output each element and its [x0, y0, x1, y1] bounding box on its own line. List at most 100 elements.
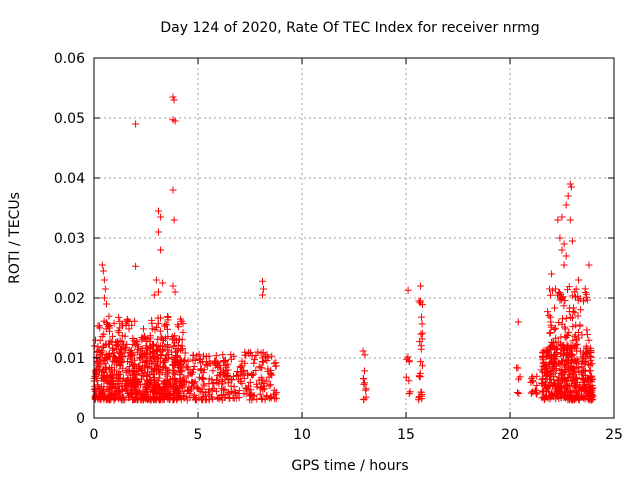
data-point: [261, 353, 269, 360]
data-point: [164, 390, 172, 398]
data-point: [155, 228, 162, 236]
data-point: [565, 382, 573, 389]
data-point: [103, 300, 110, 308]
data-point: [114, 388, 122, 396]
data-point: [557, 333, 565, 341]
data-point: [574, 312, 582, 320]
data-point: [150, 291, 158, 299]
data-point: [568, 357, 576, 364]
data-point: [197, 365, 205, 373]
data-point: [159, 342, 167, 350]
data-point: [164, 341, 171, 349]
data-point: [129, 391, 136, 399]
data-point: [553, 385, 561, 393]
data-point: [153, 323, 161, 331]
data-point: [155, 288, 162, 296]
data-point: [177, 346, 185, 354]
data-point: [216, 361, 224, 369]
data-point: [418, 391, 426, 398]
data-point: [110, 319, 118, 327]
data-point: [109, 332, 117, 340]
data-point: [573, 340, 581, 348]
data-point: [179, 328, 187, 336]
data-point: [248, 391, 256, 399]
data-point: [143, 358, 151, 366]
data-point: [550, 358, 558, 365]
data-point: [220, 357, 228, 364]
data-point: [572, 293, 579, 301]
data-point: [187, 369, 195, 377]
data-point: [138, 366, 146, 374]
data-point: [267, 381, 275, 389]
data-point: [417, 358, 425, 366]
data-point: [539, 374, 547, 382]
data-point: [159, 279, 167, 287]
data-point: [102, 340, 110, 348]
data-point: [92, 336, 99, 344]
data-point: [95, 322, 103, 330]
data-point: [225, 395, 233, 402]
data-point: [562, 314, 570, 322]
data-point: [181, 349, 189, 357]
data-point: [168, 333, 176, 340]
data-point: [169, 396, 177, 404]
data-point: [98, 261, 106, 269]
data-point: [148, 325, 156, 333]
data-point: [141, 390, 149, 398]
data-point: [417, 345, 425, 353]
data-point: [218, 396, 226, 404]
data-point: [560, 240, 568, 248]
data-point: [546, 329, 554, 337]
data-point: [540, 396, 548, 404]
data-point: [109, 346, 117, 354]
data-point: [171, 374, 179, 382]
data-point: [578, 375, 586, 383]
data-point: [174, 321, 182, 329]
data-point: [209, 379, 217, 387]
data-point: [171, 117, 179, 125]
data-point: [416, 299, 424, 307]
data-point: [155, 207, 162, 215]
data-point: [94, 395, 102, 403]
data-point: [190, 391, 198, 399]
data-point: [585, 396, 593, 404]
data-point: [561, 367, 569, 375]
data-point: [547, 291, 554, 299]
data-point: [580, 366, 588, 374]
data-point: [161, 320, 169, 328]
data-point: [115, 329, 123, 337]
data-point: [119, 374, 127, 382]
data-point: [202, 360, 210, 368]
data-point: [547, 323, 555, 331]
data-point: [218, 376, 226, 384]
data-point: [544, 308, 552, 316]
data-point: [259, 291, 266, 299]
data-point: [418, 329, 426, 337]
data-point: [133, 340, 141, 348]
data-point: [166, 381, 174, 389]
data-point: [584, 377, 592, 385]
data-point: [583, 326, 591, 334]
data-point: [112, 341, 120, 349]
y-tick-label: 0.06: [54, 51, 85, 67]
x-tick-label: 20: [501, 427, 519, 443]
data-point: [143, 380, 151, 388]
data-point: [562, 356, 570, 364]
data-point: [362, 393, 370, 401]
data-point: [270, 359, 278, 367]
data-point: [556, 382, 564, 390]
data-point: [259, 376, 267, 384]
data-point: [170, 366, 178, 374]
data-point: [515, 375, 523, 383]
data-point: [100, 330, 108, 338]
data-point: [101, 354, 109, 362]
data-point: [237, 364, 245, 371]
data-point: [219, 391, 227, 399]
data-point: [246, 378, 254, 386]
data-point: [563, 331, 571, 339]
data-point: [571, 383, 579, 391]
data-point: [543, 365, 551, 373]
data-point: [133, 396, 141, 404]
data-point: [554, 392, 562, 400]
data-point: [93, 361, 101, 369]
